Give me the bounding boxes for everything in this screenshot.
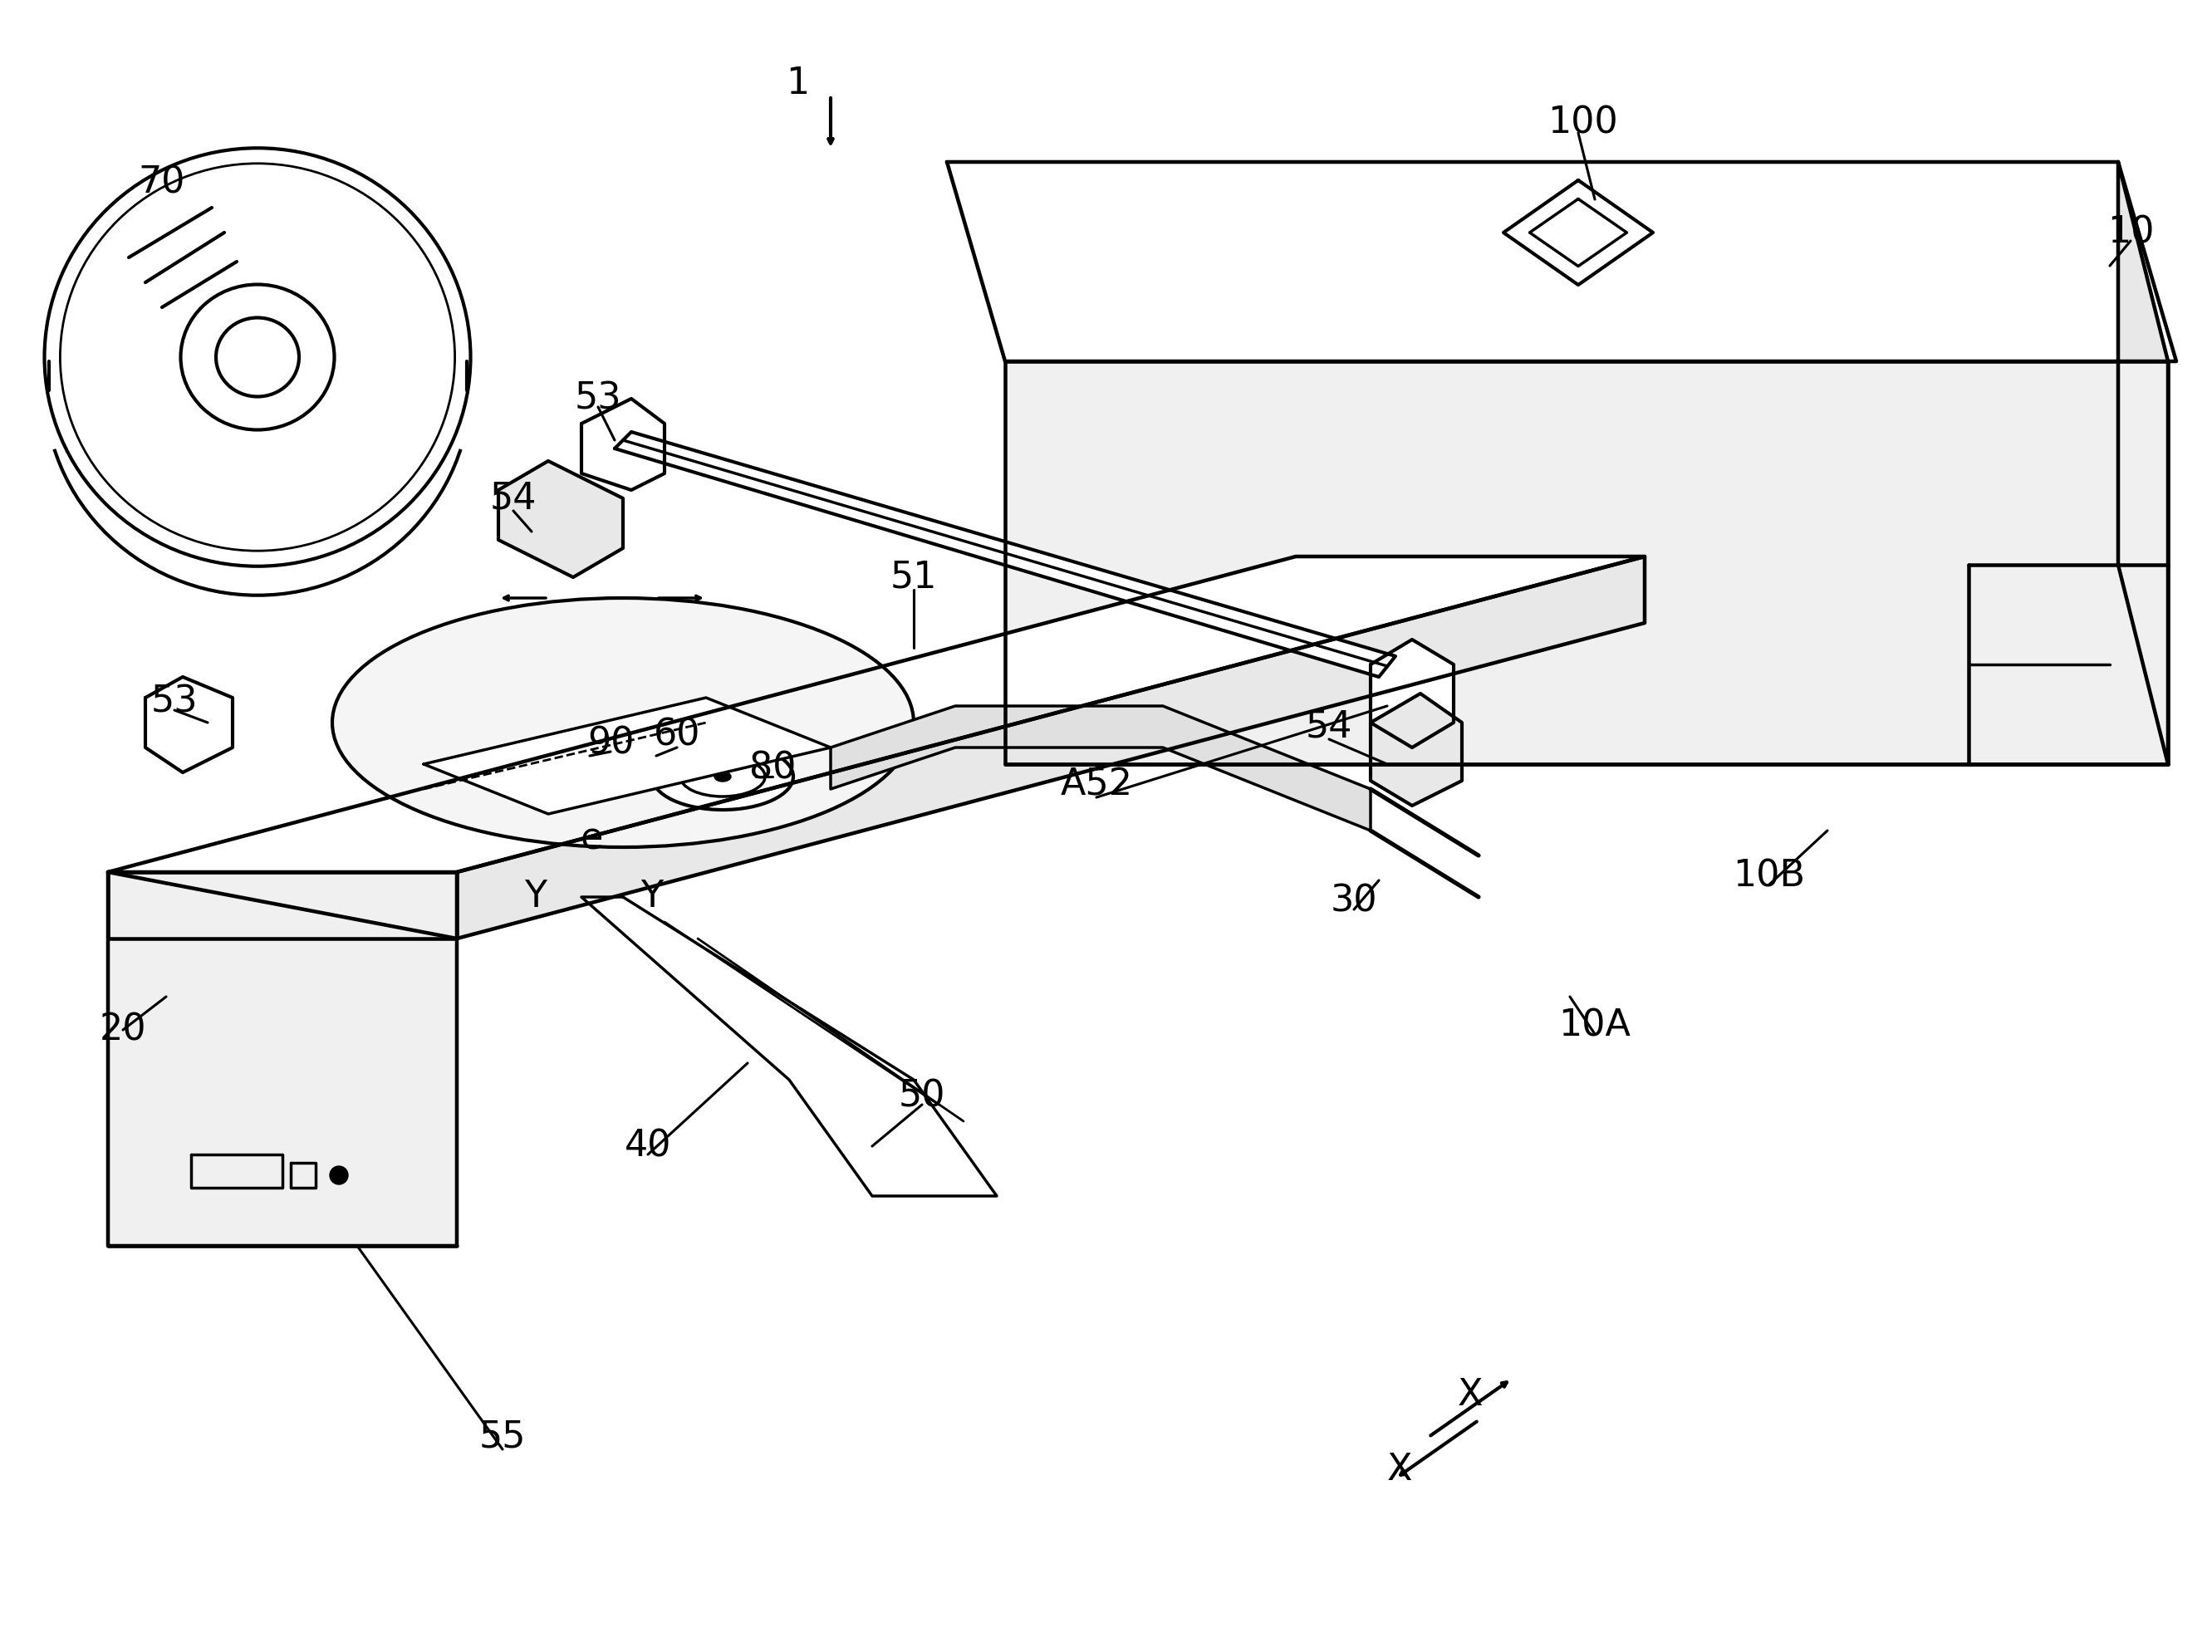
Text: 50: 50: [898, 1079, 945, 1113]
Ellipse shape: [714, 771, 730, 781]
Text: Y: Y: [524, 879, 546, 915]
Text: 53: 53: [575, 382, 622, 416]
Ellipse shape: [330, 1166, 347, 1184]
Polygon shape: [832, 705, 1371, 831]
Polygon shape: [108, 557, 1646, 872]
Text: 10B: 10B: [1734, 859, 1805, 894]
Ellipse shape: [653, 743, 794, 809]
Text: 54: 54: [1305, 709, 1352, 745]
Text: X: X: [1387, 1452, 1411, 1488]
Polygon shape: [108, 872, 458, 1246]
Polygon shape: [425, 697, 832, 814]
Text: 70: 70: [139, 165, 186, 200]
Text: 51: 51: [889, 560, 938, 595]
Polygon shape: [1004, 362, 2168, 765]
Polygon shape: [146, 677, 232, 773]
Polygon shape: [615, 431, 1396, 677]
Text: e: e: [580, 821, 604, 857]
Text: 53: 53: [150, 684, 197, 720]
Text: Y: Y: [641, 879, 664, 915]
Text: 54: 54: [489, 481, 538, 515]
Polygon shape: [498, 461, 624, 577]
Text: X: X: [1458, 1378, 1482, 1412]
Polygon shape: [582, 897, 998, 1196]
Text: 90: 90: [586, 725, 635, 762]
Text: A52: A52: [1060, 767, 1133, 803]
Text: 80: 80: [750, 750, 796, 786]
Polygon shape: [1371, 694, 1462, 806]
Polygon shape: [582, 398, 664, 491]
Polygon shape: [947, 162, 2177, 362]
Text: 40: 40: [624, 1128, 672, 1165]
Ellipse shape: [332, 598, 914, 847]
Text: 30: 30: [1329, 884, 1378, 919]
Polygon shape: [458, 557, 1646, 938]
Text: 20: 20: [100, 1013, 146, 1047]
Text: 60: 60: [653, 717, 701, 753]
Text: 10: 10: [2108, 215, 2154, 251]
Polygon shape: [108, 872, 458, 938]
Text: 1: 1: [785, 64, 810, 101]
Text: 100: 100: [1546, 106, 1617, 140]
Polygon shape: [1371, 639, 1453, 747]
Text: 55: 55: [480, 1419, 526, 1455]
Polygon shape: [2119, 162, 2168, 765]
Text: 10A: 10A: [1559, 1008, 1630, 1044]
